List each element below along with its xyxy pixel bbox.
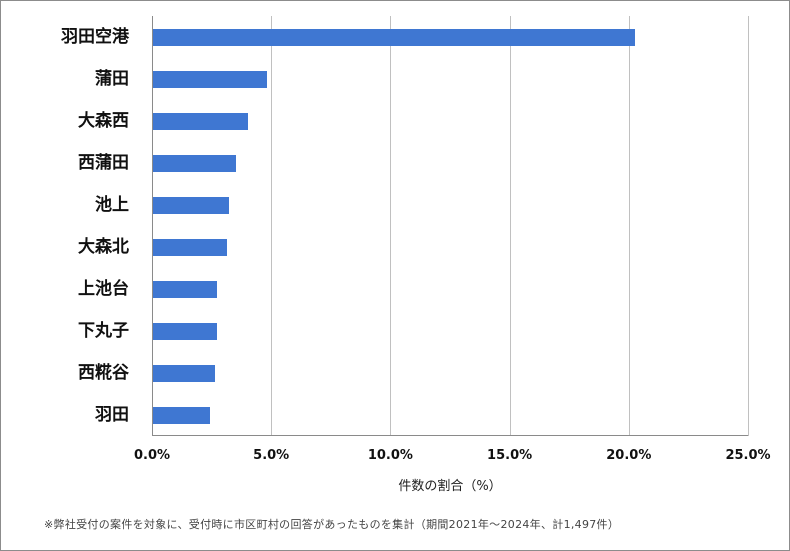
x-tick-label: 25.0% — [725, 448, 771, 463]
footnote: ※弊社受付の案件を対象に、受付時に市区町村の回答があったものを集計（期間2021… — [44, 518, 620, 531]
x-axis-title: 件数の割合（%） — [398, 479, 502, 494]
gridline — [271, 16, 273, 436]
category-label: 下丸子 — [78, 321, 129, 341]
bar — [153, 364, 215, 382]
bar — [153, 238, 227, 256]
category-label: 西蒲田 — [78, 153, 129, 173]
bar — [153, 28, 635, 46]
bar — [153, 112, 249, 130]
category-label: 羽田空港 — [61, 27, 129, 47]
x-tick-label: 0.0% — [133, 448, 171, 463]
category-label: 西糀谷 — [78, 363, 129, 383]
x-tick-label: 15.0% — [487, 448, 533, 463]
x-tick-label: 5.0% — [253, 448, 290, 463]
bar — [153, 406, 211, 424]
bar — [153, 70, 268, 88]
category-label: 大森西 — [78, 111, 129, 131]
y-axis-line — [152, 16, 153, 436]
x-tick-label: 20.0% — [606, 448, 652, 463]
category-label: 池上 — [95, 195, 129, 215]
gridline — [628, 16, 630, 436]
bar — [153, 280, 218, 298]
category-label: 上池台 — [78, 279, 129, 299]
bar — [153, 322, 218, 340]
category-label: 蒲田 — [95, 69, 129, 89]
plot-area — [152, 16, 749, 436]
category-label: 羽田 — [95, 405, 129, 425]
x-axis-line — [152, 435, 748, 436]
x-tick-label: 10.0% — [367, 448, 413, 463]
gridline — [390, 16, 392, 436]
category-label: 大森北 — [78, 237, 129, 257]
gridline — [748, 16, 749, 436]
bar — [153, 196, 230, 214]
gridline — [509, 16, 511, 436]
bar — [153, 154, 237, 172]
